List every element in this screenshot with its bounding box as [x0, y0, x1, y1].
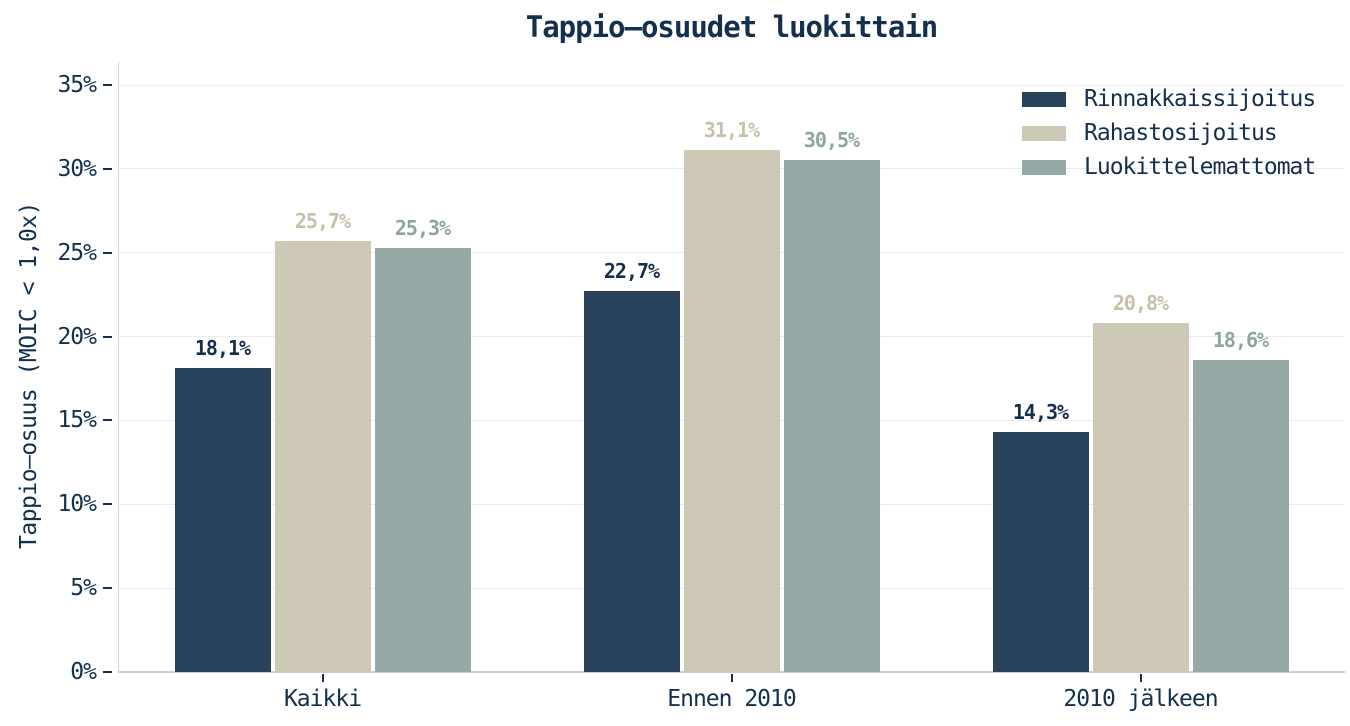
x-tick-mark [1139, 674, 1142, 682]
bar-value-label: 30,5% [803, 128, 860, 153]
legend: Rinnakkaissijoitus Rahastosijoitus Luoki… [1022, 82, 1316, 184]
y-tick-mark [103, 671, 112, 673]
y-tick-mark [103, 503, 112, 506]
y-tick-label: 35% [57, 72, 97, 98]
y-tick-label: 5% [70, 575, 97, 602]
legend-item-rinnakkaissijoitus: Rinnakkaissijoitus [1022, 82, 1316, 116]
x-axis-line [118, 671, 1345, 673]
y-tick-label: 10% [57, 491, 97, 518]
bar-value-label: 25,3% [394, 215, 451, 240]
x-tick-label: Ennen 2010 [667, 686, 796, 712]
y-tick-mark [103, 335, 112, 338]
y-tick-label: 0% [70, 659, 97, 685]
bar-rahastosijoitus-2 [683, 150, 780, 672]
y-tick-mark [103, 84, 112, 86]
bar-value-label: 20,8% [1112, 291, 1169, 316]
y-tick-label: 25% [57, 239, 97, 266]
legend-swatch-rahastosijoitus [1022, 125, 1066, 141]
bar-value-label: 14,3% [1012, 400, 1069, 425]
bar-luokittelemattomat-1 [374, 247, 471, 672]
bar-value-label: 25,7% [294, 208, 351, 233]
legend-label: Luokittelemattomat [1084, 154, 1316, 180]
legend-swatch-luokittelemattomat [1022, 159, 1066, 175]
legend-item-rahastosijoitus: Rahastosijoitus [1022, 116, 1315, 150]
y-tick-mark [103, 419, 112, 422]
legend-label: Rinnakkaissijoitus [1084, 86, 1316, 112]
legend-label: Rahastosijoitus [1084, 120, 1278, 146]
bar-value-label: 18,6% [1212, 328, 1269, 353]
x-tick-label: Kaikki [283, 686, 362, 712]
bar-value-label: 31,1% [703, 118, 760, 143]
bar-rinnakkaissijoitus-2 [583, 291, 680, 672]
y-tick-mark [103, 587, 112, 590]
bar-rahastosijoitus-3 [1092, 323, 1189, 672]
bar-rinnakkaissijoitus-1 [174, 368, 271, 672]
bar-value-label: 18,1% [194, 336, 251, 361]
y-tick-label: 20% [57, 323, 97, 350]
x-tick-mark [321, 674, 324, 682]
y-tick-label: 30% [57, 155, 97, 182]
x-tick-mark [730, 674, 733, 682]
legend-swatch-rinnakkaissijoitus [1022, 91, 1066, 107]
y-tick-mark [103, 167, 112, 170]
y-tick-label: 15% [57, 407, 97, 434]
x-tick-label: 2010 jälkeen [1063, 686, 1218, 712]
y-axis-line [118, 62, 119, 672]
bar-luokittelemattomat-2 [783, 160, 880, 672]
bar-rinnakkaissijoitus-3 [992, 432, 1089, 672]
legend-item-luokittelemattomat: Luokittelemattomat [1022, 150, 1316, 184]
y-tick-mark [103, 251, 112, 254]
bar-value-label: 22,7% [603, 259, 660, 284]
chart-title: Tappio–osuudet luokittain [525, 10, 939, 44]
y-gridline [118, 84, 1345, 86]
bar-rahastosijoitus-1 [274, 240, 371, 672]
bar-luokittelemattomat-3 [1192, 360, 1289, 672]
